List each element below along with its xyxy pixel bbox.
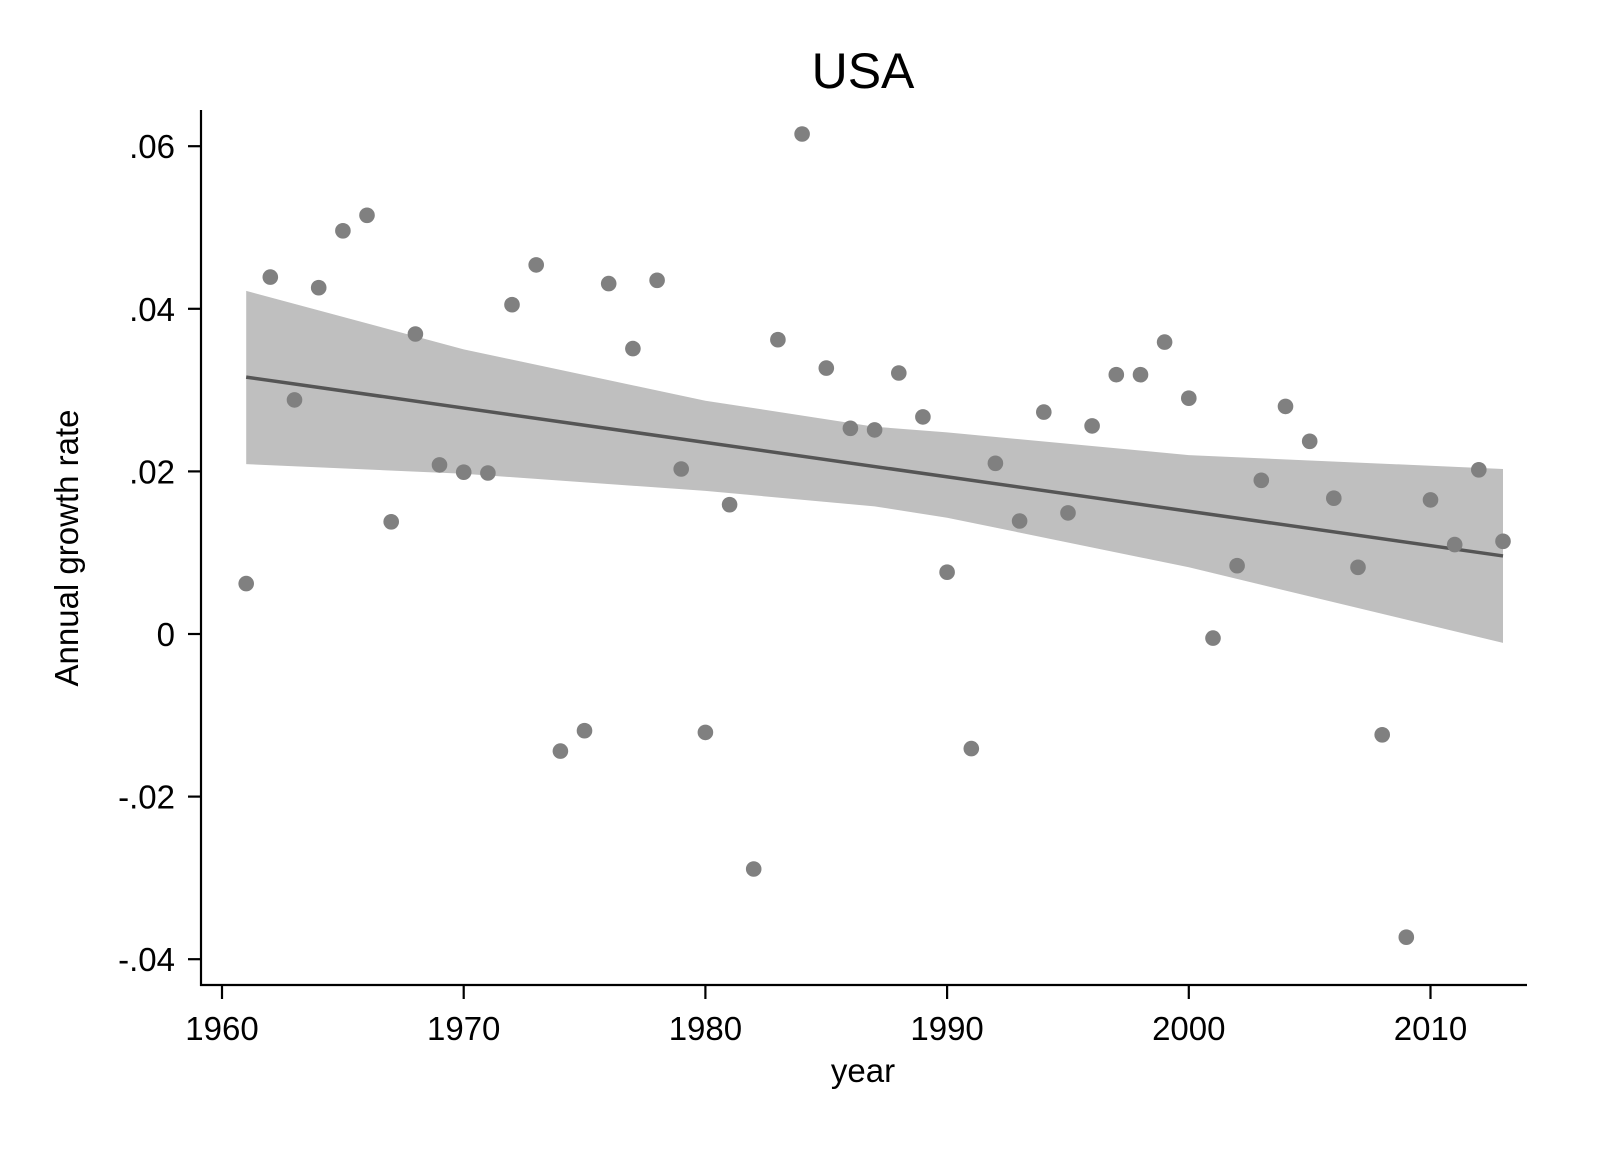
data-point — [1374, 727, 1390, 743]
data-point — [1060, 505, 1076, 521]
data-point — [649, 272, 665, 289]
data-point — [1350, 559, 1366, 576]
x-tick-label: 1970 — [427, 1010, 500, 1047]
data-point — [1301, 433, 1318, 450]
data-point — [238, 575, 254, 592]
y-tick-label: -.02 — [118, 779, 175, 816]
data-point — [1108, 366, 1125, 383]
y-tick-label: .06 — [129, 128, 175, 165]
x-tick-label: 1990 — [910, 1010, 983, 1047]
y-axis-label: Annual growth rate — [48, 409, 85, 686]
data-point — [407, 326, 424, 342]
data-point — [818, 360, 835, 376]
data-point — [625, 340, 641, 357]
x-tick-label: 2010 — [1394, 1010, 1467, 1047]
data-point — [1326, 490, 1342, 507]
data-point — [383, 514, 400, 530]
y-tick-label: 0 — [157, 616, 175, 653]
data-point — [939, 564, 955, 580]
x-axis-ticks: 1960 1970 1980 1990 2000 2010 — [185, 985, 1467, 1047]
data-point — [1036, 404, 1052, 420]
data-point — [480, 465, 496, 481]
data-point — [1011, 513, 1028, 529]
data-point — [1229, 557, 1245, 574]
data-point — [866, 422, 883, 438]
x-tick-label: 2000 — [1152, 1010, 1225, 1047]
data-point — [528, 257, 544, 273]
data-point — [359, 207, 375, 224]
data-point — [335, 223, 351, 239]
data-point — [310, 279, 327, 296]
data-point — [1205, 630, 1221, 646]
data-point — [673, 461, 689, 477]
x-axis: 1960 1970 1980 1990 2000 2010 year — [185, 983, 1527, 1089]
data-point — [1495, 533, 1511, 550]
data-points — [238, 126, 1511, 945]
data-point — [697, 724, 714, 741]
data-point — [1277, 398, 1294, 415]
y-axis-ticks: -.04 -.02 0 .02 .04 .06 — [118, 128, 201, 978]
data-point — [1156, 334, 1173, 350]
y-tick-label: -.04 — [118, 941, 175, 978]
data-point — [262, 269, 279, 285]
y-axis: -.04 -.02 0 .02 .04 .06 Annual growth rate — [48, 110, 203, 986]
data-point — [842, 420, 859, 437]
data-point — [504, 296, 520, 313]
data-point — [963, 740, 980, 757]
data-point — [794, 126, 810, 142]
data-point — [600, 275, 617, 292]
x-tick-label: 1960 — [185, 1010, 258, 1047]
y-tick-label: .02 — [129, 453, 175, 490]
data-point — [1422, 492, 1439, 508]
chart-title: USA — [812, 43, 915, 99]
data-point — [1181, 390, 1197, 407]
data-point — [552, 743, 569, 759]
y-tick-label: .04 — [129, 291, 175, 328]
data-point — [770, 331, 786, 348]
x-axis-label: year — [831, 1052, 895, 1089]
x-tick-label: 1980 — [669, 1010, 742, 1047]
data-point — [745, 861, 762, 877]
data-point — [576, 722, 593, 739]
data-point — [1446, 536, 1463, 553]
data-point — [455, 464, 472, 481]
data-point — [431, 457, 448, 473]
data-point — [286, 392, 303, 408]
data-point — [987, 455, 1004, 472]
plot-area — [238, 126, 1511, 945]
data-point — [915, 409, 931, 425]
data-point — [721, 496, 738, 513]
linear-fit-line — [245, 375, 1504, 558]
data-point — [891, 365, 907, 381]
data-point — [1471, 462, 1487, 478]
data-point — [1084, 418, 1100, 434]
data-point — [1132, 366, 1149, 383]
data-point — [1398, 929, 1415, 945]
data-point — [1253, 472, 1270, 489]
